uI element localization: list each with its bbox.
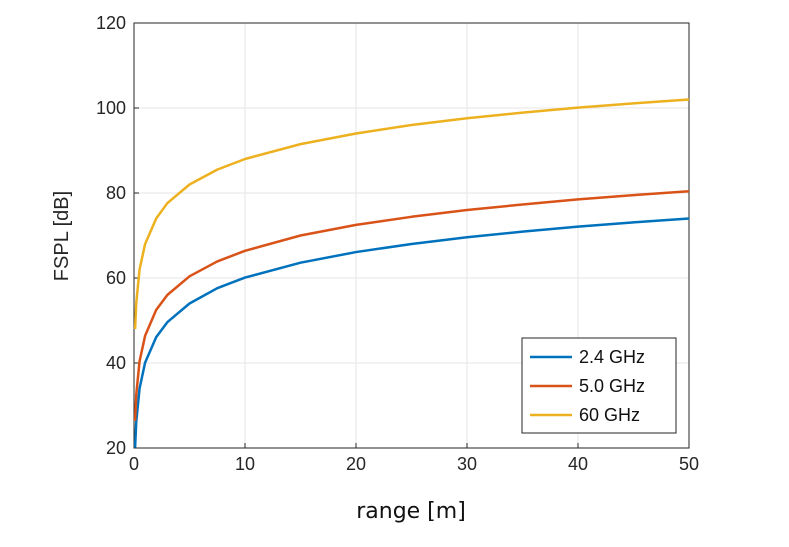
legend: 2.4 GHz 5.0 GHz 60 GHz bbox=[521, 337, 677, 434]
series-line-0 bbox=[133, 217, 690, 448]
series-lines bbox=[133, 98, 690, 448]
x-tick-label: 40 bbox=[568, 454, 588, 474]
y-tick-label: 120 bbox=[96, 13, 126, 33]
x-tick-label: 30 bbox=[457, 454, 477, 474]
y-tick-label: 80 bbox=[106, 183, 126, 203]
x-tick-label: 20 bbox=[346, 454, 366, 474]
y-tick-label: 100 bbox=[96, 98, 126, 118]
plot-area-frame bbox=[133, 22, 690, 449]
y-tick-label: 60 bbox=[106, 268, 126, 288]
series-line-1 bbox=[133, 190, 690, 421]
y-tick-label: 20 bbox=[106, 438, 126, 458]
x-axis-label: range [m] bbox=[356, 499, 466, 524]
series-line-2 bbox=[133, 98, 690, 330]
y-axis-label: FSPL [dB] bbox=[51, 191, 73, 281]
legend-entry: 5.0 GHz bbox=[579, 376, 645, 396]
legend-entry: 2.4 GHz bbox=[579, 347, 645, 367]
x-tick-label: 0 bbox=[129, 454, 139, 474]
x-tick-label: 10 bbox=[235, 454, 255, 474]
x-tick-label: 50 bbox=[679, 454, 699, 474]
legend-entry: 60 GHz bbox=[579, 405, 640, 425]
tick-labels: 0 10 20 30 40 50 20 40 60 80 100 120 bbox=[96, 13, 699, 474]
y-tick-label: 40 bbox=[106, 353, 126, 373]
